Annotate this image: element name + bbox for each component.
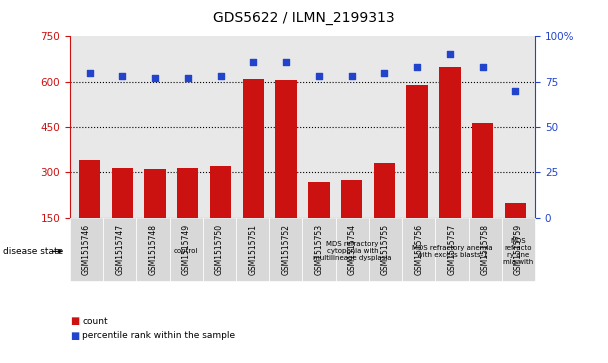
Text: GSM1515749: GSM1515749 <box>182 224 191 275</box>
Text: ■: ■ <box>70 316 79 326</box>
Bar <box>407 85 428 218</box>
Bar <box>472 122 493 218</box>
Point <box>412 64 422 70</box>
Point <box>249 59 258 65</box>
Text: GSM1515750: GSM1515750 <box>215 224 224 275</box>
Bar <box>112 168 133 218</box>
Text: MDS refractory
cytopenia with
multilineage dysplasia: MDS refractory cytopenia with multilinea… <box>313 241 392 261</box>
Text: GSM1515759: GSM1515759 <box>514 224 523 275</box>
Point <box>150 75 160 81</box>
Bar <box>505 203 526 218</box>
Bar <box>439 66 460 218</box>
Text: GSM1515754: GSM1515754 <box>348 224 357 275</box>
Bar <box>341 180 362 218</box>
Point <box>216 73 226 79</box>
Text: MDS refractory anemia
with excess blasts-1: MDS refractory anemia with excess blasts… <box>412 245 492 258</box>
Point <box>282 59 291 65</box>
Text: GSM1515755: GSM1515755 <box>381 224 390 275</box>
Bar <box>145 170 166 218</box>
Text: GSM1515753: GSM1515753 <box>314 224 323 275</box>
Text: GSM1515757: GSM1515757 <box>447 224 457 275</box>
Text: control: control <box>174 248 198 254</box>
Text: ■: ■ <box>70 331 79 341</box>
Bar <box>210 166 231 218</box>
Bar <box>374 163 395 218</box>
Bar <box>79 160 100 218</box>
Point <box>183 75 193 81</box>
Point <box>511 88 520 94</box>
Bar <box>308 182 330 218</box>
Text: count: count <box>82 317 108 326</box>
Bar <box>177 168 198 218</box>
Point <box>478 64 488 70</box>
Bar <box>243 79 264 218</box>
Bar <box>275 80 297 218</box>
Text: GSM1515747: GSM1515747 <box>116 224 124 275</box>
Text: GSM1515756: GSM1515756 <box>414 224 423 275</box>
Text: disease state: disease state <box>3 247 63 256</box>
Point <box>85 70 94 76</box>
Text: GSM1515748: GSM1515748 <box>148 224 157 275</box>
Text: GSM1515746: GSM1515746 <box>82 224 91 275</box>
Text: GSM1515752: GSM1515752 <box>282 224 291 275</box>
Text: percentile rank within the sample: percentile rank within the sample <box>82 331 235 340</box>
Point <box>379 70 389 76</box>
Point <box>347 73 356 79</box>
Text: GSM1515758: GSM1515758 <box>481 224 489 275</box>
Text: MDS
refracto
ry ane
mia with: MDS refracto ry ane mia with <box>503 238 534 265</box>
Text: GDS5622 / ILMN_2199313: GDS5622 / ILMN_2199313 <box>213 11 395 25</box>
Text: GSM1515751: GSM1515751 <box>248 224 257 275</box>
Point <box>117 73 127 79</box>
Point <box>314 73 323 79</box>
Point <box>445 52 455 57</box>
